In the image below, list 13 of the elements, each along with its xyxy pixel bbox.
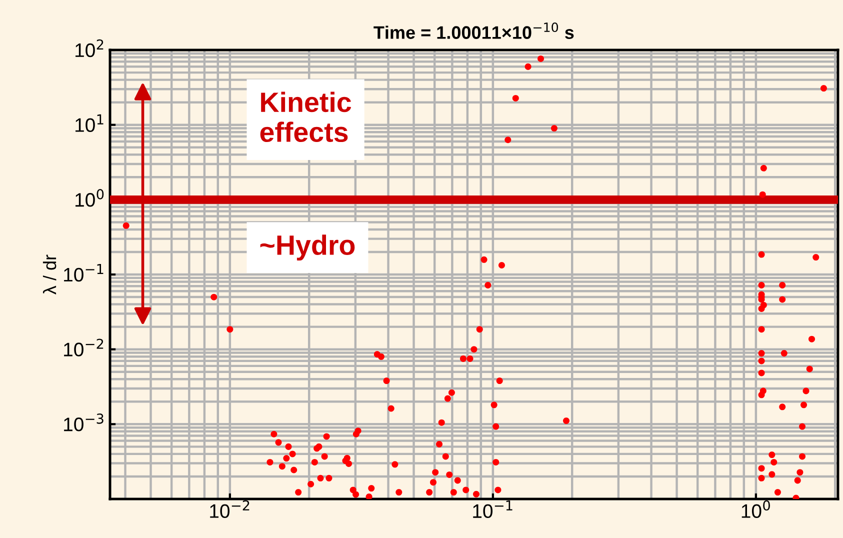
annotation: Kinetic effects bbox=[260, 92, 352, 142]
y-tick-label: 10$^{2}$ bbox=[76, 39, 104, 58]
x-tick-label: 10$^{−1}$ bbox=[473, 500, 512, 518]
annotation: ~Hydro bbox=[260, 234, 355, 261]
x-tick-label: 10$^{−2}$ bbox=[210, 500, 250, 518]
chart-title: Time = 1.00011×10$^{−10}$ s bbox=[374, 22, 574, 39]
y-tick-label: 10$^{0}$ bbox=[76, 189, 104, 207]
y-tick-label: 10$^{−2}$ bbox=[64, 338, 104, 356]
y-tick-label: 10$^{−1}$ bbox=[64, 264, 104, 282]
y-tick-label: 10$^{1}$ bbox=[76, 114, 104, 132]
y-tick-label: 10$^{−3}$ bbox=[64, 414, 104, 432]
y-axis-title: λ / dr bbox=[42, 254, 56, 294]
x-tick-label: 10$^{0}$ bbox=[742, 500, 770, 518]
